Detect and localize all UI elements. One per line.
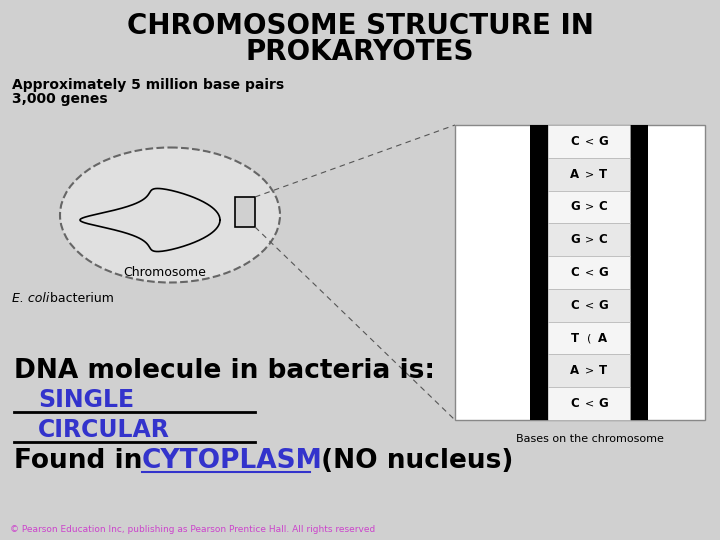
Text: G: G: [570, 233, 580, 246]
Text: G: G: [598, 397, 608, 410]
Bar: [455, 125, 705, 420]
Text: A: A: [598, 332, 608, 345]
Text: <: <: [585, 137, 593, 146]
Text: >: >: [585, 202, 593, 212]
Text: T: T: [599, 167, 607, 181]
Text: A: A: [570, 167, 580, 181]
Text: SINGLE: SINGLE: [38, 388, 134, 412]
Text: E. coli: E. coli: [12, 292, 50, 305]
Text: T: T: [599, 364, 607, 377]
Text: T: T: [571, 332, 579, 345]
Text: Approximately 5 million base pairs: Approximately 5 million base pairs: [12, 78, 284, 92]
Bar: [548, 125, 630, 158]
Bar: [548, 256, 630, 289]
Text: A: A: [570, 364, 580, 377]
Text: C: C: [571, 266, 580, 279]
Bar: [548, 289, 630, 322]
Text: CIRCULAR: CIRCULAR: [38, 418, 170, 442]
Bar: [548, 191, 630, 224]
Text: C: C: [571, 299, 580, 312]
Text: bacterium: bacterium: [46, 292, 114, 305]
Text: CHROMOSOME STRUCTURE IN: CHROMOSOME STRUCTURE IN: [127, 12, 593, 40]
Text: G: G: [570, 200, 580, 213]
Bar: [548, 354, 630, 387]
Text: (NO nucleus): (NO nucleus): [312, 448, 513, 474]
Bar: [530, 125, 548, 420]
Text: Found in: Found in: [14, 448, 151, 474]
Text: 3,000 genes: 3,000 genes: [12, 92, 107, 106]
Text: PROKARYOTES: PROKARYOTES: [246, 38, 474, 66]
Text: >: >: [585, 169, 593, 179]
Text: (: (: [587, 333, 591, 343]
Ellipse shape: [60, 147, 280, 282]
Text: G: G: [598, 266, 608, 279]
Bar: [235, 197, 255, 227]
Bar: [548, 322, 630, 354]
Text: C: C: [598, 200, 608, 213]
Text: CYTOPLASM: CYTOPLASM: [142, 448, 323, 474]
Text: Chromosome: Chromosome: [124, 266, 207, 279]
Text: G: G: [598, 135, 608, 148]
Bar: [548, 224, 630, 256]
Text: Bases on the chromosome: Bases on the chromosome: [516, 434, 664, 444]
Bar: [548, 387, 630, 420]
Bar: [548, 158, 630, 191]
Bar: [630, 125, 648, 420]
Text: C: C: [571, 397, 580, 410]
Text: DNA molecule in bacteria is:: DNA molecule in bacteria is:: [14, 358, 435, 384]
Text: <: <: [585, 300, 593, 310]
Text: >: >: [585, 366, 593, 376]
Text: C: C: [598, 233, 608, 246]
Text: >: >: [585, 235, 593, 245]
Text: © Pearson Education Inc, publishing as Pearson Prentice Hall. All rights reserve: © Pearson Education Inc, publishing as P…: [10, 525, 375, 534]
Text: C: C: [571, 135, 580, 148]
Text: <: <: [585, 399, 593, 409]
Text: <: <: [585, 267, 593, 278]
Text: G: G: [598, 299, 608, 312]
